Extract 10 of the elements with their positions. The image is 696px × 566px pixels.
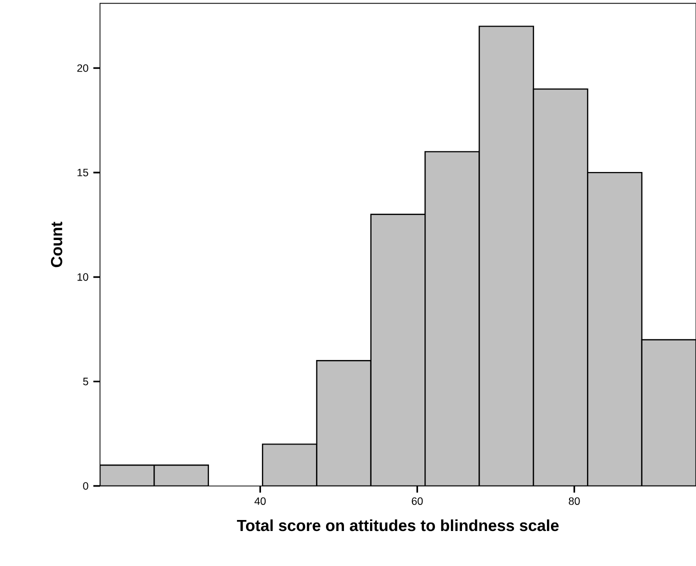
- y-tick-label: 15: [78, 168, 88, 176]
- y-axis-title: Count: [50, 222, 62, 268]
- x-axis-title: Total score on attitudes to blindness scale: [236, 519, 559, 532]
- x-tick-label: 60: [412, 497, 423, 505]
- x-tick-label: 40: [254, 497, 266, 505]
- y-tick-label: 0: [83, 482, 88, 490]
- y-tick-label: 20: [77, 64, 88, 72]
- y-tick-label: 5: [83, 378, 88, 386]
- x-tick-label: 80: [568, 497, 580, 505]
- y-tick-label: 10: [78, 273, 88, 281]
